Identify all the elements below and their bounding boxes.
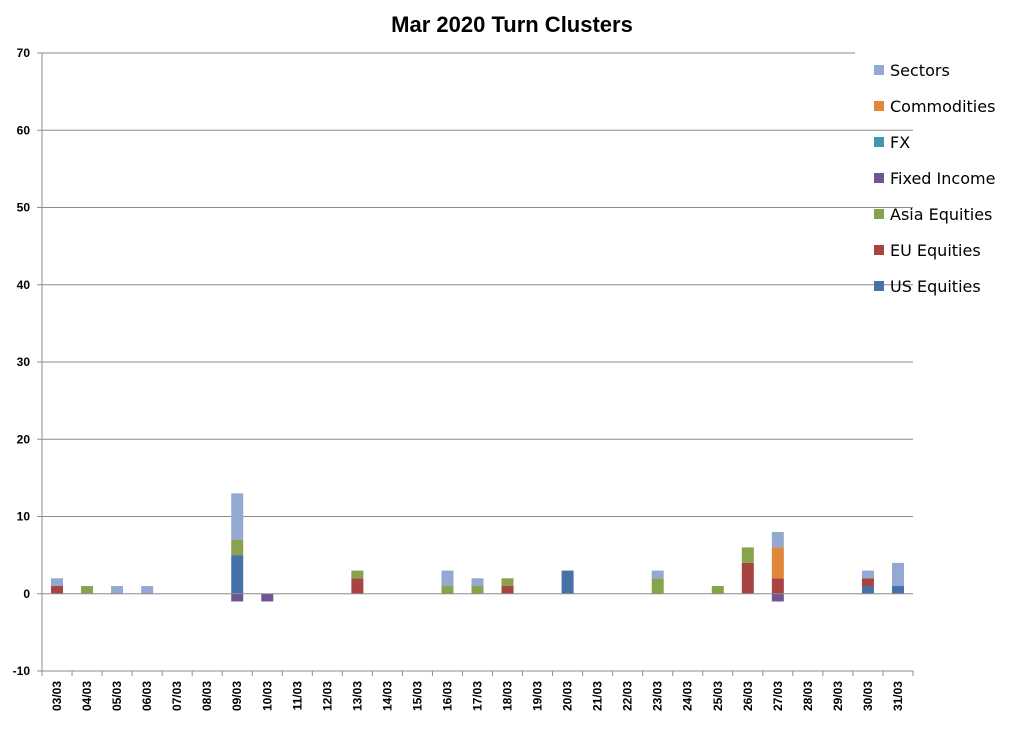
bar-segment-asia-equities: [741, 547, 754, 563]
legend-label: EU Equities: [890, 241, 981, 260]
bar-segment-asia-equities: [711, 586, 724, 594]
y-tick-label: 50: [17, 201, 31, 215]
x-tick-label: 25/03: [711, 681, 725, 711]
x-tick-label: 15/03: [410, 681, 424, 711]
bar-segment-fixed-income: [771, 593, 784, 602]
bar-segment-eu-equities: [51, 586, 64, 594]
x-tick-label: 19/03: [531, 681, 545, 711]
x-tick-label: 28/03: [801, 681, 815, 711]
legend-label: Sectors: [890, 61, 950, 80]
x-tick-label: 10/03: [260, 681, 274, 711]
x-tick-label: 16/03: [440, 681, 454, 711]
x-tick-label: 31/03: [891, 681, 905, 711]
legend-label: Fixed Income: [890, 169, 995, 188]
x-tick-label: 14/03: [380, 681, 394, 711]
bar-segment-sectors: [651, 570, 664, 579]
bar-segment-asia-equities: [501, 578, 514, 587]
bar-segment-sectors: [471, 578, 484, 587]
y-tick-label: 30: [17, 355, 31, 369]
legend-label: US Equities: [890, 277, 981, 296]
x-tick-label: 07/03: [170, 681, 184, 711]
x-tick-label: 12/03: [320, 681, 334, 711]
bar-segment-eu-equities: [351, 578, 364, 594]
gridlines: [42, 52, 913, 517]
legend-swatch: [874, 281, 884, 291]
legend-swatch: [874, 209, 884, 219]
bar-segment-sectors: [231, 493, 244, 540]
legend-label: Commodities: [890, 97, 995, 116]
x-tick-label: 11/03: [290, 681, 304, 711]
bar-segment-sectors: [141, 586, 154, 594]
legend-label: FX: [890, 133, 910, 152]
x-tick-label: 20/03: [561, 681, 575, 711]
x-tick-label: 13/03: [350, 681, 364, 711]
y-tick-label: 70: [17, 46, 31, 60]
legend-swatch: [874, 65, 884, 75]
y-axis-ticks: -10 0 10 20 30 40 50 60 70: [13, 46, 31, 678]
bar-segment-sectors: [51, 578, 64, 587]
x-tick-label: 03/03: [50, 681, 64, 711]
bar-segment-us-equities: [861, 586, 874, 594]
legend-swatch: [874, 173, 884, 183]
bar-segment-eu-equities: [501, 586, 514, 594]
x-tick-label: 29/03: [831, 681, 845, 711]
x-tick-label: 21/03: [591, 681, 605, 711]
bar-segment-fixed-income: [231, 593, 244, 602]
x-tick-label: 09/03: [230, 681, 244, 711]
x-tick-label: 30/03: [861, 681, 875, 711]
x-axis-ticks: 03/03 04/03 05/03 06/03 07/03 08/03 09/03 10/03…: [50, 681, 905, 711]
bar-segment-sectors: [111, 586, 124, 594]
legend-swatch: [874, 137, 884, 147]
x-tick-label: 26/03: [741, 681, 755, 711]
bar-segment-fixed-income: [261, 593, 274, 602]
x-tick-label: 06/03: [140, 681, 154, 711]
bar-segment-us-equities: [891, 586, 904, 594]
x-tick-label: 18/03: [501, 681, 515, 711]
bar-segment-asia-equities: [651, 578, 664, 594]
bar-segment-sectors: [861, 570, 874, 579]
legend: Sectors Commodities FX Fixed Income Asia Equ…: [874, 61, 995, 296]
legend-label: Asia Equities: [890, 205, 992, 224]
x-tick-label: 23/03: [651, 681, 665, 711]
bar-segment-eu-equities: [861, 578, 874, 587]
y-tick-label: 20: [17, 432, 31, 446]
bar-segment-sectors: [441, 570, 454, 587]
bars: [51, 493, 904, 602]
bar-segment-eu-equities: [741, 562, 754, 594]
x-tick-label: 04/03: [80, 681, 94, 711]
y-tick-label: -10: [13, 664, 31, 678]
bar-segment-asia-equities: [471, 586, 484, 594]
x-tick-label: 08/03: [200, 681, 214, 711]
y-tick-label: 0: [23, 587, 30, 601]
bar-segment-us-equities: [231, 555, 244, 594]
bar-segment-sectors: [771, 531, 784, 548]
legend-swatch: [874, 245, 884, 255]
bar-segment-asia-equities: [441, 586, 454, 594]
x-tick-label: 22/03: [621, 681, 635, 711]
bar-segment-asia-equities: [351, 570, 364, 579]
x-tick-label: 17/03: [471, 681, 485, 711]
bar-segment-sectors: [891, 562, 904, 587]
bar-segment-asia-equities: [231, 539, 244, 556]
bar-segment-us-equities: [561, 570, 574, 594]
y-tick-label: 10: [17, 510, 31, 524]
y-tick-label: 40: [17, 278, 31, 292]
x-tick-label: 27/03: [771, 681, 785, 711]
x-tick-label: 24/03: [681, 681, 695, 711]
chart-title: Mar 2020 Turn Clusters: [391, 12, 633, 37]
legend-swatch: [874, 101, 884, 111]
bar-segment-asia-equities: [81, 586, 94, 594]
x-tick-label: 05/03: [110, 681, 124, 711]
y-tick-label: 60: [17, 123, 31, 137]
bar-segment-eu-equities: [771, 578, 784, 594]
axes: [37, 52, 914, 676]
bar-segment-commodities: [771, 547, 784, 579]
